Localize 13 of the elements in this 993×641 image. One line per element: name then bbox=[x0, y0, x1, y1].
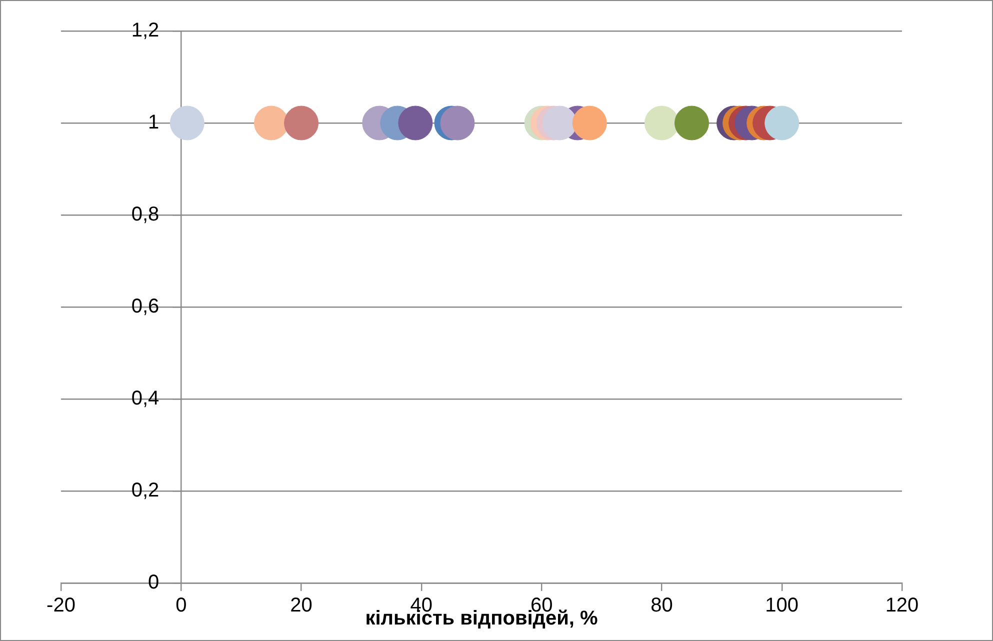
y-tick-label: 0,4 bbox=[131, 388, 160, 410]
y-tick-label: 0,6 bbox=[131, 296, 160, 318]
x-tick-label: -20 bbox=[46, 594, 76, 617]
y-tick-label: 1,2 bbox=[131, 20, 160, 42]
y-tick-label: 0 bbox=[148, 572, 160, 594]
x-tick-label: 0 bbox=[176, 594, 187, 617]
y-tick-label: 0,2 bbox=[131, 480, 160, 502]
y-tick-label: 0,8 bbox=[131, 204, 160, 226]
x-tick-label: 20 bbox=[290, 594, 312, 617]
x-tick-label: 80 bbox=[650, 594, 673, 617]
x-tick-label: 120 bbox=[885, 594, 919, 617]
x-tick-label: 100 bbox=[765, 594, 799, 617]
y-tick-label: 1 bbox=[148, 112, 160, 134]
